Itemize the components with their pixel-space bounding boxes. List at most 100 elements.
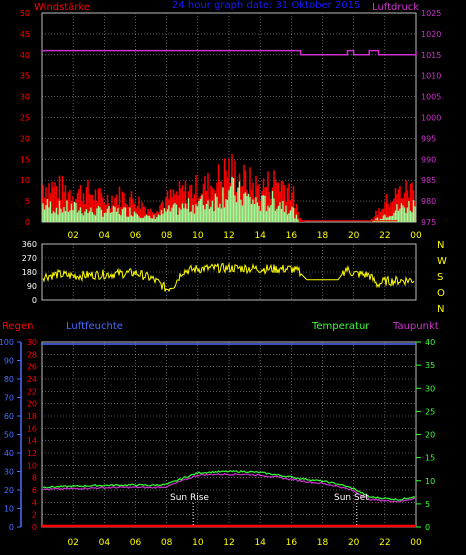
p3-humidity-tick: 90 — [4, 357, 14, 366]
p3-x-tick: 18 — [317, 538, 329, 548]
p1-left-tick: 5 — [25, 197, 30, 206]
p3-temp-tick: 15 — [425, 454, 435, 463]
wind-direction-line — [42, 262, 415, 293]
temperature-humidity-panel: 0102030405060708090100024681012141618202… — [0, 338, 435, 548]
p3-humidity-tick: 40 — [4, 449, 14, 458]
p3-rain-tick: 28 — [27, 350, 37, 359]
compass-w: W — [437, 256, 447, 267]
p3-humidity-tick: 0 — [9, 523, 14, 532]
p1-x-tick: 10 — [192, 231, 204, 241]
p1-right-tick: 975 — [421, 218, 436, 227]
p3-x-tick: 12 — [223, 538, 234, 548]
p3-rain-tick: 12 — [27, 449, 37, 458]
p1-right-tick: 1005 — [421, 93, 441, 102]
p1-right-tick: 995 — [421, 134, 436, 143]
p3-temp-tick: 10 — [425, 477, 435, 486]
p1-left-tick: 0 — [25, 218, 30, 227]
p1-x-tick: 12 — [223, 231, 234, 241]
p3-rain-tick: 14 — [27, 437, 37, 446]
p3-temp-tick: 0 — [425, 523, 430, 532]
p3-rain-tick: 16 — [27, 424, 37, 433]
p1-right-tick: 990 — [421, 155, 436, 164]
temperature-label: Temperatur — [311, 321, 370, 332]
humidity-label: Luftfeuchte — [66, 321, 123, 332]
p1-x-tick: 16 — [286, 231, 298, 241]
graph-title: 24 hour graph date: 31 Oktober 2015 — [172, 0, 360, 11]
compass-s: S — [437, 272, 443, 283]
p3-humidity-tick: 70 — [4, 394, 14, 403]
p3-humidity-tick: 30 — [4, 468, 14, 477]
sunrise-label: Sun Rise — [170, 493, 209, 503]
compass-o: O — [437, 288, 445, 299]
p3-rain-tick: 8 — [32, 474, 37, 483]
p3-temp-tick: 40 — [425, 338, 435, 347]
p1-left-tick: 45 — [20, 30, 30, 39]
p3-temp-tick: 20 — [425, 431, 435, 440]
sunset-label: Sun Set — [334, 493, 369, 503]
p1-left-tick: 15 — [20, 155, 30, 164]
wind-pressure-panel: 0510152025303540455097598098599099510001… — [20, 9, 442, 241]
p3-temp-tick: 35 — [425, 361, 435, 370]
p1-left-tick: 30 — [20, 93, 30, 102]
dewpoint-line — [42, 472, 416, 503]
p3-x-tick: 00 — [410, 538, 422, 548]
p1-right-tick: 1025 — [421, 9, 441, 18]
p1-x-tick: 04 — [99, 231, 111, 241]
p3-temp-tick: 5 — [425, 500, 430, 509]
p1-x-tick: 08 — [161, 231, 173, 241]
p1-right-tick: 1015 — [421, 51, 441, 60]
p3-rain-tick: 22 — [27, 387, 37, 396]
rain-label: Regen — [2, 321, 34, 332]
p3-x-tick: 20 — [348, 538, 360, 548]
p2-y-tick: 360 — [22, 240, 37, 249]
p1-right-tick: 1020 — [421, 30, 441, 39]
p2-y-tick: 90 — [27, 282, 37, 291]
p3-x-tick: 10 — [192, 538, 204, 548]
p3-x-tick: 22 — [379, 538, 390, 548]
p3-x-tick: 16 — [286, 538, 298, 548]
p2-y-tick: 270 — [22, 254, 37, 263]
p3-rain-tick: 6 — [32, 486, 37, 495]
p3-rain-tick: 4 — [32, 498, 37, 507]
compass-n-bottom: N — [437, 304, 444, 315]
p1-left-tick: 40 — [20, 51, 30, 60]
p3-humidity-tick: 60 — [4, 412, 14, 421]
p3-x-tick: 14 — [254, 538, 266, 548]
p3-rain-tick: 10 — [27, 461, 37, 470]
p1-left-tick: 50 — [20, 9, 30, 18]
p3-x-tick: 06 — [130, 538, 142, 548]
p3-rain-tick: 24 — [27, 375, 37, 384]
wind-direction-panel: 0 90 180 270 360 — [22, 240, 417, 305]
p1-x-tick: 02 — [67, 231, 78, 241]
compass-n-top: N — [437, 240, 444, 251]
p1-left-tick: 10 — [20, 176, 30, 185]
wind-speed-label: Windstärke — [34, 2, 90, 13]
p1-x-tick: 00 — [410, 231, 422, 241]
p3-rain-tick: 20 — [27, 400, 37, 409]
p3-x-tick: 02 — [67, 538, 78, 548]
p3-rain-tick: 18 — [27, 412, 37, 421]
p3-humidity-tick: 10 — [4, 505, 14, 514]
p2-y-tick: 180 — [22, 268, 37, 277]
p1-right-tick: 1000 — [421, 114, 441, 123]
pressure-label: Luftdruck — [372, 2, 419, 13]
p1-x-tick: 20 — [348, 231, 360, 241]
p3-humidity-tick: 50 — [4, 431, 14, 440]
p1-x-tick: 06 — [130, 231, 142, 241]
p2-y-tick: 0 — [32, 296, 37, 305]
p1-x-tick: 14 — [254, 231, 266, 241]
pressure-line — [42, 49, 417, 56]
temperature-line — [42, 470, 416, 501]
p3-temp-tick: 30 — [425, 384, 435, 393]
p3-rain-tick: 30 — [27, 338, 37, 347]
dewpoint-label: Taupunkt — [392, 321, 439, 332]
p1-right-tick: 985 — [421, 176, 436, 185]
p3-rain-tick: 0 — [32, 523, 37, 532]
p3-humidity-tick: 80 — [4, 375, 14, 384]
p1-right-tick: 1010 — [421, 72, 441, 81]
p1-left-tick: 20 — [20, 134, 30, 143]
p3-temp-tick: 25 — [425, 407, 435, 416]
p3-x-tick: 04 — [99, 538, 111, 548]
p1-right-tick: 980 — [421, 197, 436, 206]
